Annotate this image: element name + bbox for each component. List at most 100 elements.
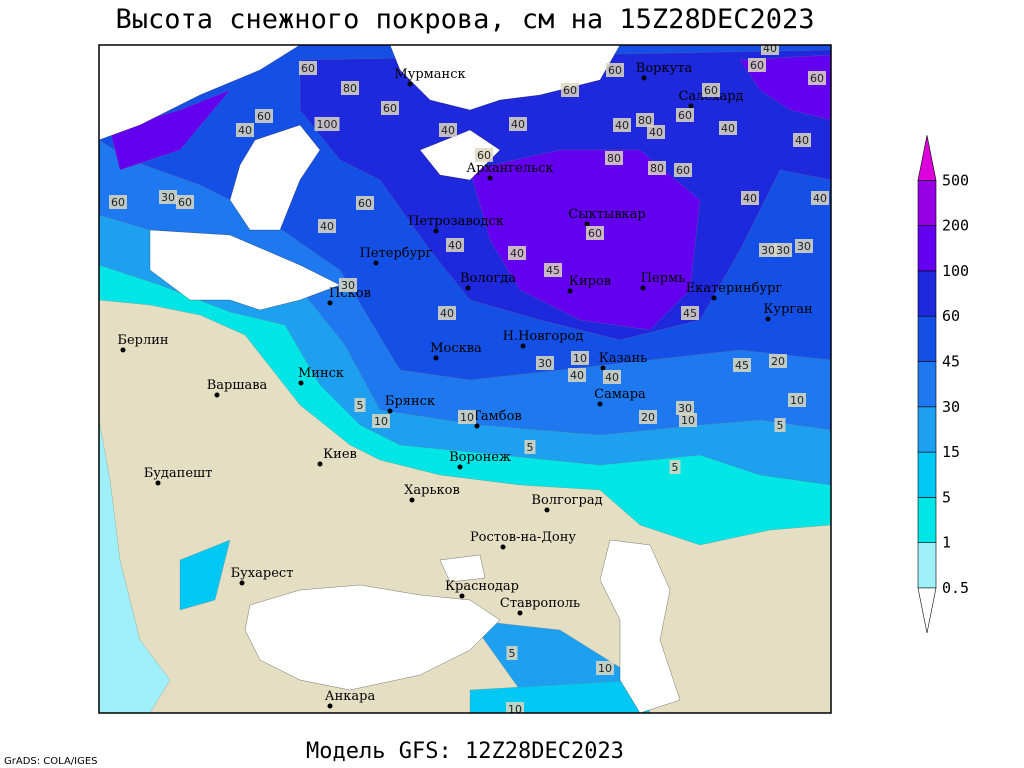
contour-label-box: [605, 151, 623, 165]
contour-label: 10: [573, 352, 587, 365]
city-label: Екатеринбург: [686, 281, 783, 296]
contour-label: 45: [683, 307, 697, 320]
contour-label: 60: [383, 102, 397, 115]
contour-label-box: [544, 263, 562, 277]
city-label: Краснодар: [445, 579, 519, 594]
contour-label-box: [536, 356, 554, 370]
contour-label-box: [596, 661, 614, 675]
contour-label-box: [508, 246, 526, 260]
model-label: Модель GFS: 12Z28DEC2023: [306, 739, 624, 764]
city-dot: [567, 288, 573, 294]
contour-label-box: [339, 278, 357, 292]
contour-label-box: [524, 440, 536, 454]
city-dot: [487, 175, 493, 181]
city-dot: [327, 300, 333, 306]
colorbar-segment: [917, 315, 937, 362]
contour-label: 40: [511, 118, 525, 131]
contour-label-box: [176, 195, 194, 209]
city-dot: [239, 580, 245, 586]
contour-label: 40: [448, 239, 462, 252]
contour-label-box: [571, 351, 589, 365]
colorbar-segment: [917, 180, 937, 226]
city-label: Минск: [298, 366, 344, 381]
contour-label: 40: [721, 122, 735, 135]
colorbar-label: 30: [942, 398, 960, 416]
contour-label: 10: [598, 662, 612, 675]
contour-label: 45: [546, 264, 560, 277]
contour-label: 5: [527, 441, 534, 454]
contour-label: 5: [509, 647, 516, 660]
contour-label: 30: [761, 244, 775, 257]
contour-label-box: [568, 368, 586, 382]
contour-label-box: [586, 226, 604, 240]
contour-label-box: [438, 306, 456, 320]
contour-label: 60: [358, 197, 372, 210]
contour-label-box: [795, 239, 813, 253]
city-dot: [500, 544, 506, 550]
city-label: Ростов-на-Дону: [470, 530, 576, 545]
city-label: Бухарест: [231, 566, 294, 581]
contour-label-box: [341, 81, 359, 95]
city-dot: [407, 81, 413, 87]
city-label: Харьков: [404, 483, 460, 498]
city-dot: [457, 464, 463, 470]
contour-label-box: [506, 646, 518, 660]
city-dot: [433, 355, 439, 361]
contour-label-box: [561, 83, 579, 97]
city-dot: [433, 228, 439, 234]
contour-label-box: [793, 133, 811, 147]
contour-label: 60: [704, 84, 718, 97]
colorbar-label: 200: [942, 217, 969, 235]
snow-zone: [469, 149, 701, 331]
contour-label: 60: [810, 72, 824, 85]
contour-label: 20: [771, 355, 785, 368]
contour-label: 40: [795, 134, 809, 147]
colorbar-label: 100: [942, 262, 969, 280]
city-dot: [327, 703, 333, 709]
sea: [99, 45, 301, 141]
contour-label-box: [299, 61, 317, 75]
contour-label: 40: [441, 124, 455, 137]
colorbar-label: 0.5: [942, 579, 969, 597]
contour-label: 80: [607, 152, 621, 165]
contour-label-box: [354, 398, 366, 412]
colorbar-segment: [917, 270, 937, 317]
contour-label-box: [356, 196, 374, 210]
colorbar-label: 500: [942, 171, 969, 189]
contour-label: 40: [615, 119, 629, 132]
city-dot: [641, 75, 647, 81]
contour-label-box: [458, 410, 476, 424]
city-label: Н.Новгород: [503, 329, 584, 344]
contour-label: 10: [790, 394, 804, 407]
city-dot: [520, 343, 526, 349]
contour-label-box: [681, 306, 699, 320]
city-label: Варшава: [207, 378, 268, 393]
contour-label: 40: [649, 126, 663, 139]
city-label: Сыктывкар: [568, 207, 645, 222]
city-label: Ставрополь: [500, 596, 580, 611]
contour-label-box: [811, 191, 829, 205]
city-dot: [517, 610, 523, 616]
contour-label: 40: [743, 192, 757, 205]
map-frame: [98, 44, 832, 714]
colorbar-label: 60: [942, 307, 960, 325]
contour-label-box: [109, 195, 127, 209]
snow-zone: [109, 89, 231, 171]
colorbar-segment: [917, 451, 937, 498]
city-dot: [387, 408, 393, 414]
contour-label: 40: [440, 307, 454, 320]
city-label: Берлин: [117, 333, 168, 348]
contour-label: 80: [638, 114, 652, 127]
city-dot: [298, 380, 304, 386]
colorbar-low: [917, 587, 937, 634]
city-dot: [155, 480, 161, 486]
contour-label-box: [674, 163, 692, 177]
contour-label-box: [788, 393, 806, 407]
city-label: Москва: [430, 341, 482, 356]
contour-label: 5: [777, 419, 784, 432]
contour-label-box: [636, 113, 654, 127]
contour-label: 30: [797, 240, 811, 253]
contour-label: 60: [678, 109, 692, 122]
contour-label: 45: [735, 359, 749, 372]
